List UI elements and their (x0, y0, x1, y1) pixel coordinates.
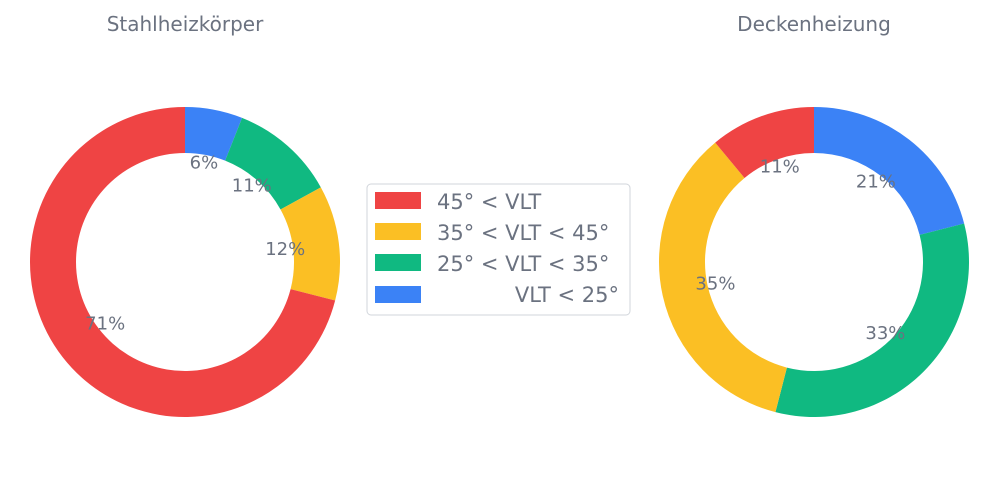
slice-label-35-lt-vlt-lt-45: 35% (695, 274, 735, 295)
legend-swatch (375, 254, 421, 271)
legend-label: VLT < 25° (515, 283, 619, 307)
legend-item: 35° < VLT < 45° (375, 221, 609, 245)
chart-title-deckenheizung: Deckenheizung (737, 12, 891, 36)
slice-25-lt-vlt-lt-35 (775, 223, 970, 418)
legend-item: 25° < VLT < 35° (375, 252, 609, 276)
legend-label: 25° < VLT < 35° (437, 252, 609, 276)
legend-swatch (375, 286, 421, 303)
slice-25-lt-vlt-lt-35 (225, 117, 321, 210)
legend-frame (366, 183, 631, 316)
slice-label-45-lt-vlt: 71% (85, 313, 125, 334)
legend: 45° < VLT 35° < VLT < 45° 25° < VLT < 35… (366, 183, 631, 316)
slice-label-vlt-lt-25: 6% (190, 152, 219, 173)
legend-swatch (375, 192, 421, 209)
slice-45-lt-vlt (30, 107, 336, 417)
slice-35-lt-vlt-lt-45 (280, 187, 341, 301)
slice-label-25-lt-vlt-lt-35: 33% (865, 323, 905, 344)
legend-label: 35° < VLT < 45° (437, 221, 609, 245)
slice-vlt-lt-25 (814, 107, 965, 235)
slice-label-45-lt-vlt: 11% (760, 156, 800, 177)
slice-label-35-lt-vlt-lt-45: 12% (265, 239, 305, 260)
donut-stahlheizkoerper: Stahlheizkörper 6% 11% 12% 71% (30, 12, 341, 417)
legend-item: 45° < VLT (375, 190, 541, 214)
slice-35-lt-vlt-lt-45 (658, 142, 787, 413)
slice-45-lt-vlt (715, 107, 814, 179)
slice-vlt-lt-25 (185, 107, 243, 161)
donut-deckenheizung: Deckenheizung 21% 33% 35% 11% (658, 12, 970, 418)
slice-label-vlt-lt-25: 21% (856, 172, 896, 193)
legend-label: 45° < VLT (437, 190, 541, 214)
legend-item: VLT < 25° (375, 283, 619, 307)
chart-title-stahlheizkoerper: Stahlheizkörper (107, 12, 264, 36)
legend-swatch (375, 223, 421, 240)
slice-label-25-lt-vlt-lt-35: 11% (232, 176, 272, 197)
